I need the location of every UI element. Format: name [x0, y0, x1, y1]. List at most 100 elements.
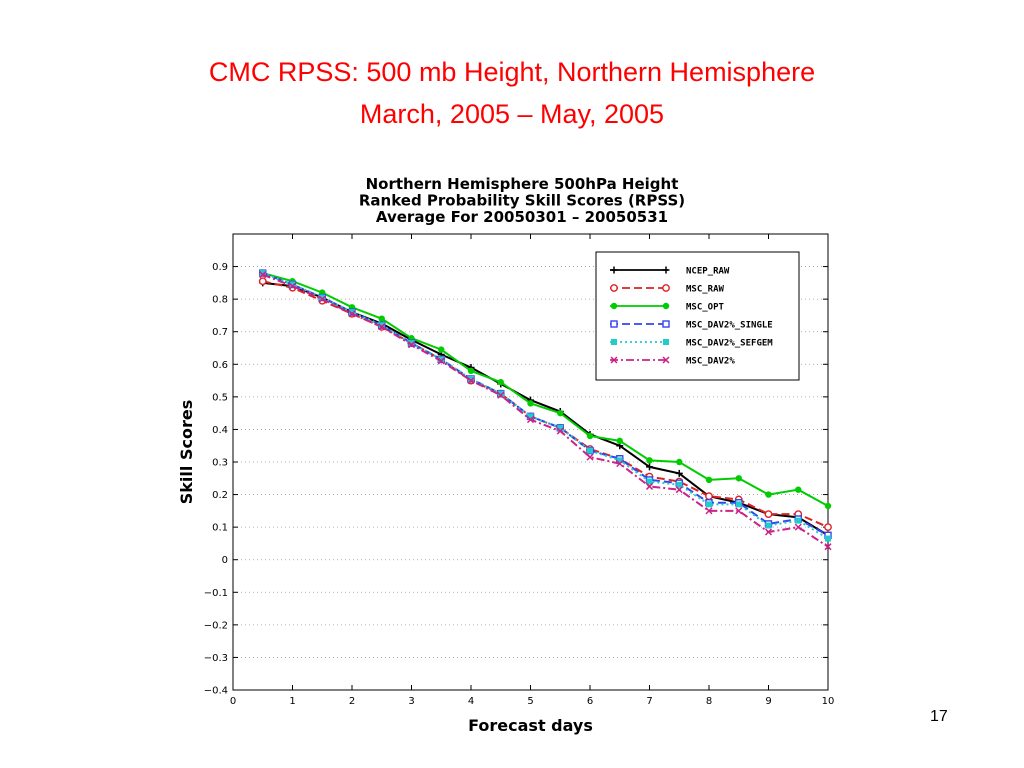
legend-marker [610, 284, 618, 292]
data-point [318, 295, 326, 303]
data-point [824, 502, 832, 510]
x-tick-label: 10 [822, 696, 835, 707]
data-point [764, 528, 773, 536]
chart-title-line-3: Average For 20050301 – 20050531 [376, 208, 668, 226]
data-point [646, 457, 653, 464]
data-point [467, 377, 475, 385]
y-tick-label: 0 [222, 555, 228, 566]
data-point [735, 475, 742, 482]
data-point [438, 346, 445, 353]
series-line [262, 272, 829, 540]
y-tick-label: 0.8 [212, 295, 228, 306]
legend: NCEP_RAW MSC_RAW MSC_OPT MSC_DAV2%_SINGLE MS… [595, 251, 800, 381]
x-tick-label: 1 [289, 696, 295, 707]
data-point [825, 535, 831, 542]
data-point [675, 486, 683, 494]
y-axis-label: Skill Scores [177, 400, 196, 504]
data-point [408, 340, 415, 347]
data-point [706, 501, 712, 508]
data-point [705, 476, 713, 484]
legend-label: MSC_OPT [686, 303, 725, 313]
data-point [349, 309, 355, 316]
data-point [407, 341, 416, 349]
axis-ticks: −0.4 −0.3 −0.2 −0.1 0 0.1 0.2 0.3 0.4 0.5 0.6 0.7 0.… [204, 234, 835, 707]
legend-label: MSC_RAW [686, 285, 725, 295]
data-point [258, 277, 267, 286]
legend-marker [662, 320, 670, 328]
legend-box [595, 251, 800, 381]
slide-title-line-2: March, 2005 – May, 2005 [359, 99, 665, 129]
data-point [824, 543, 832, 551]
data-point [646, 478, 653, 485]
data-point [735, 507, 743, 515]
y-tick-label: −0.3 [204, 653, 228, 664]
y-tick-label: 0.5 [212, 392, 228, 403]
data-point [348, 310, 356, 318]
data-point [497, 379, 504, 386]
data-point [764, 510, 773, 519]
data-point [794, 523, 802, 531]
data-point [378, 323, 386, 331]
legend-label: NCEP_RAW [686, 267, 730, 277]
data-point [378, 322, 385, 329]
legend-marker [663, 339, 669, 345]
x-tick-label: 9 [765, 696, 771, 707]
y-tick-label: 0.7 [212, 327, 228, 338]
data-point [319, 294, 326, 301]
data-point [824, 523, 832, 532]
data-point [527, 400, 534, 407]
data-point [795, 517, 802, 524]
x-axis-label: Forecast days [468, 716, 593, 735]
data-point [259, 271, 267, 279]
data-point [259, 270, 266, 277]
x-tick-label: 2 [349, 696, 355, 707]
series-msc-dav2-sefgem [259, 270, 831, 542]
legend-label: MSC_DAV2% [686, 357, 735, 367]
series-line [262, 273, 829, 548]
data-point [676, 481, 683, 488]
data-point [705, 507, 713, 515]
slide-title-line-1: CMC RPSS: 500 mb Height, Northern Hemisp… [208, 57, 816, 87]
series-line [262, 272, 829, 507]
legend-label: MSC_DAV2%_SEFGEM [686, 339, 773, 349]
y-tick-label: 0.6 [212, 360, 228, 371]
x-tick-label: 5 [527, 696, 533, 707]
y-tick-label: −0.4 [204, 686, 228, 697]
data-point [497, 391, 505, 399]
data-point [616, 457, 623, 464]
data-point [765, 491, 772, 498]
data-point [616, 437, 623, 445]
y-tick-label: −0.2 [204, 620, 228, 631]
x-tick-label: 3 [408, 696, 414, 707]
data-point [675, 469, 683, 477]
y-tick-label: 0.9 [212, 262, 228, 273]
legend-marker [662, 356, 670, 364]
data-point [556, 427, 564, 435]
data-point [437, 357, 445, 365]
data-point [616, 460, 624, 468]
y-tick-label: −0.1 [204, 588, 228, 599]
legend-marker [662, 302, 670, 310]
legend-marker [662, 266, 670, 274]
data-point [468, 375, 474, 382]
data-point [526, 416, 535, 424]
data-point [795, 486, 802, 493]
data-point [378, 315, 385, 322]
data-point [586, 432, 594, 440]
data-point [586, 453, 594, 461]
data-point [587, 447, 593, 454]
data-point [646, 463, 653, 471]
legend-marker [610, 320, 618, 328]
x-tick-label: 6 [587, 696, 593, 707]
chart-title-line-2: Ranked Probability Skill Scores (RPSS) [359, 192, 685, 210]
legend-label: MSC_DAV2%_SINGLE [686, 321, 773, 331]
data-point [467, 367, 475, 374]
data-point [705, 492, 713, 501]
chart-title-line-1: Northern Hemisphere 500hPa Height [366, 175, 679, 193]
x-tick-label: 0 [230, 696, 236, 707]
page-number: 17 [930, 708, 948, 725]
data-point [557, 409, 564, 417]
data-point [765, 522, 772, 529]
y-tick-label: 0.3 [212, 458, 228, 469]
